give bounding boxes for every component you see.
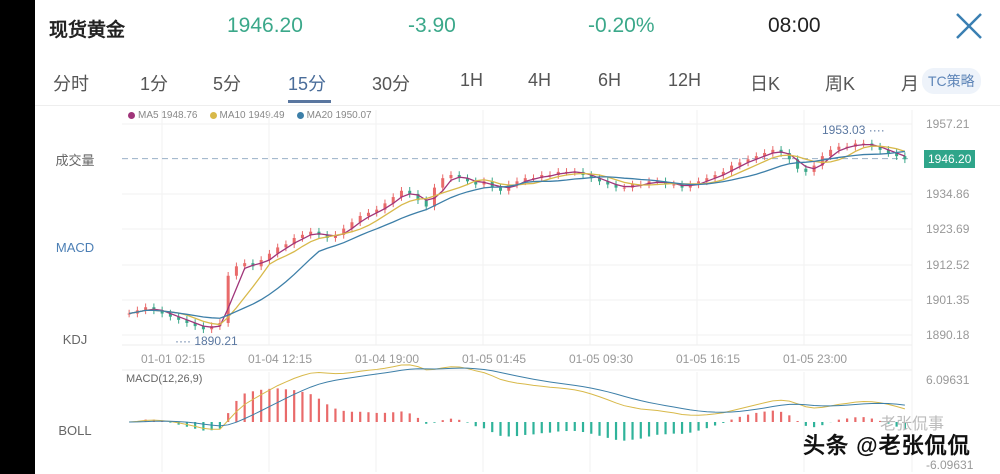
tab-5[interactable]: 1H bbox=[460, 70, 484, 90]
y-axis-label: 1901.35 bbox=[926, 293, 970, 307]
indicator-1[interactable]: MACD bbox=[55, 240, 95, 255]
high-marker: 1953.03 ···· bbox=[822, 123, 885, 137]
tab-0[interactable]: 分时 bbox=[53, 74, 89, 94]
ma-legend: MA5 1948.76 MA10 1949.49 MA20 1950.07 bbox=[128, 110, 384, 121]
quote-panel: 现货黄金 1946.20 -3.90 -0.20% 08:00 TC策略 分时 1… bbox=[35, 0, 1000, 474]
y-axis-label: 1923.69 bbox=[926, 222, 970, 236]
period-tabs: TC策略 分时 1分 5分 15分 30分 1H 4H 6H 12H 日K 周K 月 bbox=[35, 60, 1000, 106]
legend-dot-icon bbox=[209, 111, 217, 119]
active-tab-indicator bbox=[288, 100, 331, 103]
indicator-0[interactable]: 成交量 bbox=[55, 153, 95, 168]
x-axis-label: 01-05 16:15 bbox=[676, 352, 741, 366]
tab-6[interactable]: 4H bbox=[528, 70, 552, 90]
legend-item: MA10 1949.49 bbox=[209, 110, 285, 121]
current-price-tag: 1946.20 bbox=[924, 150, 976, 168]
legend-label: MA5 1948.76 bbox=[138, 110, 198, 121]
x-axis-label: 01-04 12:15 bbox=[248, 352, 313, 366]
x-axis-label: 01-05 01:45 bbox=[462, 352, 527, 366]
y-axis-label: 1912.52 bbox=[926, 258, 970, 272]
legend-label: MA20 1950.07 bbox=[306, 110, 372, 121]
indicator-2[interactable]: KDJ bbox=[62, 332, 88, 347]
legend-item: MA20 1950.07 bbox=[296, 110, 372, 121]
quote-time: 08:00 bbox=[768, 14, 821, 37]
price-change-percent: -0.20% bbox=[588, 14, 655, 37]
tab-10[interactable]: 周K bbox=[825, 74, 856, 94]
quote-header: 现货黄金 1946.20 -3.90 -0.20% 08:00 bbox=[35, 0, 1000, 54]
macd-label: MACD(12,26,9) bbox=[126, 373, 203, 385]
tab-9[interactable]: 日K bbox=[750, 74, 781, 94]
x-axis-label: 01-05 23:00 bbox=[783, 352, 848, 366]
legend-item: MA5 1948.76 bbox=[128, 110, 198, 121]
x-axis-label: 01-04 19:00 bbox=[355, 352, 420, 366]
tab-7[interactable]: 6H bbox=[598, 70, 622, 90]
low-marker: ···· 1890.21 bbox=[175, 334, 238, 348]
legend-dot-icon bbox=[128, 111, 135, 119]
tab-2[interactable]: 5分 bbox=[213, 74, 242, 94]
y-axis-label: 1934.86 bbox=[926, 187, 970, 201]
macd-bottom-value: -6.09631 bbox=[926, 458, 974, 472]
tc-strategy-button[interactable]: TC策略 bbox=[922, 68, 981, 94]
watermark-faint: 老张侃事 bbox=[880, 416, 945, 433]
tab-8[interactable]: 12H bbox=[668, 70, 702, 90]
price-change: -3.90 bbox=[408, 14, 456, 37]
watermark: 头条 @老张侃侃 bbox=[803, 433, 971, 458]
indicator-3[interactable]: BOLL bbox=[58, 423, 92, 438]
last-price: 1946.20 bbox=[227, 14, 303, 37]
y-axis-label: 1957.21 bbox=[926, 117, 970, 131]
x-axis-label: 01-01 02:15 bbox=[141, 352, 206, 366]
legend-dot-icon bbox=[296, 111, 304, 119]
kline-chart[interactable] bbox=[35, 0, 1000, 474]
tab-11[interactable]: 月 bbox=[901, 74, 919, 94]
tab-4[interactable]: 30分 bbox=[372, 74, 411, 94]
macd-top-value: 6.09631 bbox=[926, 373, 970, 387]
close-icon[interactable] bbox=[953, 10, 985, 42]
legend-label: MA10 1949.49 bbox=[219, 110, 285, 121]
instrument-title: 现货黄金 bbox=[49, 20, 126, 41]
y-axis-label: 1890.18 bbox=[926, 328, 970, 342]
tab-3[interactable]: 15分 bbox=[288, 74, 327, 94]
tab-1[interactable]: 1分 bbox=[140, 74, 169, 94]
x-axis-label: 01-05 09:30 bbox=[569, 352, 634, 366]
